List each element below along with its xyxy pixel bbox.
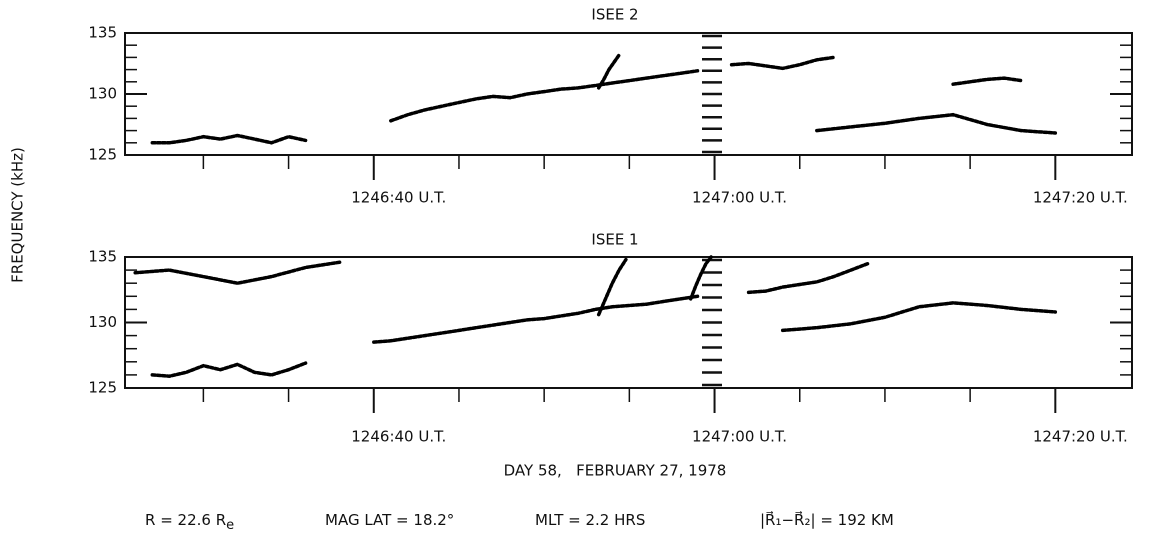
y-tick-label: 125 [88, 379, 117, 397]
panel-title: ISEE 2 [591, 6, 638, 24]
y-tick-label: 135 [88, 24, 117, 42]
emission-trace [372, 294, 700, 344]
x-tick-label: 1247:20 U.T. [1033, 189, 1128, 207]
x-tick-label: 1247:00 U.T. [692, 189, 787, 207]
parameter-label: MLT = 2.2 HRS [535, 511, 645, 529]
emission-trace [133, 260, 342, 285]
x-tick-label: 1247:00 U.T. [692, 428, 787, 446]
parameter-text: MLT = 2.2 HRS [535, 511, 645, 529]
emission-trace [746, 261, 870, 295]
y-tick-label: 135 [88, 248, 117, 266]
emission-trace [815, 112, 1058, 135]
parameter-text: MAG LAT = 18.2° [325, 511, 454, 529]
parameter-label: |R⃗₁−R⃗₂| = 192 KM [760, 510, 894, 529]
parameter-label: MAG LAT = 18.2° [325, 511, 454, 529]
x-tick-label: 1246:40 U.T. [351, 189, 446, 207]
emission-trace [150, 133, 308, 145]
x-tick-label: 1246:40 U.T. [351, 428, 446, 446]
panel-title: ISEE 1 [591, 231, 638, 249]
y-axis-label: FREQUENCY (kHz) [9, 147, 27, 283]
y-tick-label: 130 [88, 85, 117, 103]
y-tick-label: 125 [88, 146, 117, 164]
emission-trace [688, 255, 713, 301]
parameter-label: R = 22.6 Re [145, 511, 234, 533]
parameter-subscript: e [226, 518, 234, 533]
y-tick-label: 130 [88, 313, 117, 331]
emission-trace [780, 301, 1058, 333]
date-label: DAY 58, FEBRUARY 27, 1978 [504, 462, 727, 480]
emission-trace [389, 69, 700, 123]
plot-frame [124, 32, 1133, 156]
emission-trace [951, 76, 1023, 86]
parameter-text: |R⃗₁−R⃗₂| = 192 KM [760, 510, 894, 529]
emission-trace [596, 53, 621, 90]
x-tick-label: 1247:20 U.T. [1033, 428, 1128, 446]
emission-trace [596, 257, 628, 317]
parameter-text: R = 22.6 R [145, 511, 226, 529]
emission-trace [150, 361, 308, 378]
emission-trace [729, 55, 836, 71]
